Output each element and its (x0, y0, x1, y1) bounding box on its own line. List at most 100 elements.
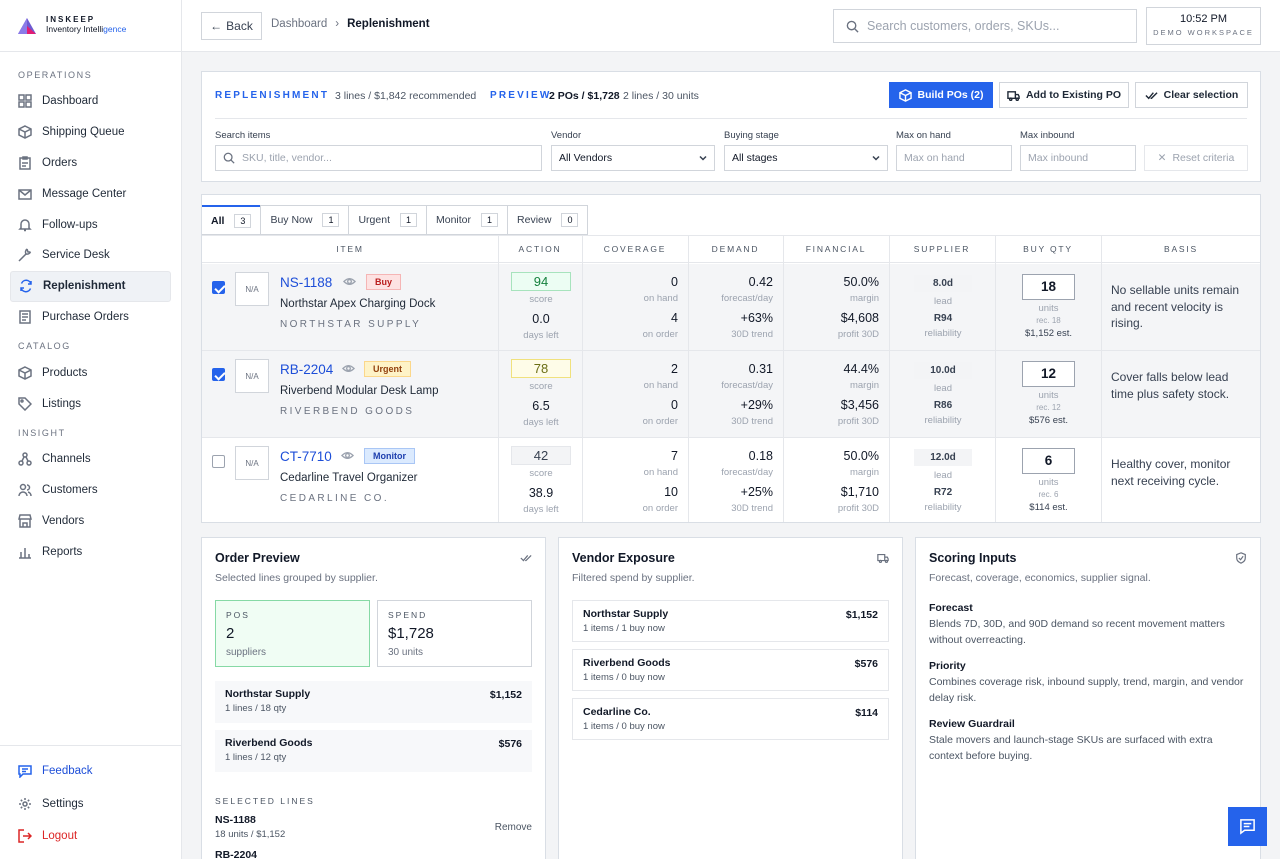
table-row[interactable]: N/A NS-1188 Buy Northstar Apex Charging … (202, 264, 1260, 351)
forecast-label: forecast/day (721, 467, 773, 478)
vendor-exposure-row: Cedarline Co. 1 items / 0 buy now $114 (572, 698, 889, 740)
vendor-meta: 1 items / 0 buy now (583, 672, 665, 683)
sidebar-item-label: Listings (42, 397, 81, 410)
est-cost: $114 est. (1029, 502, 1068, 513)
sidebar-item-channels[interactable]: Channels (10, 444, 171, 475)
back-button[interactable]: ← Back (201, 12, 262, 40)
sidebar-item-customers[interactable]: Customers (10, 475, 171, 506)
eye-icon[interactable] (343, 275, 356, 288)
score-label: score (529, 381, 553, 392)
chat-icon (1240, 819, 1255, 835)
tab-all[interactable]: All 3 (202, 205, 261, 235)
sidebar-item-label: Logout (42, 830, 78, 843)
row-checkbox[interactable] (212, 455, 225, 468)
max-on-hand-field[interactable] (896, 145, 1012, 171)
status-badge: Urgent (364, 361, 411, 377)
search-items-field[interactable] (215, 145, 542, 171)
score-badge: 94 (511, 272, 571, 291)
sidebar-item-dashboard[interactable]: Dashboard (10, 86, 171, 117)
sku-link[interactable]: RB-2204 (280, 362, 334, 377)
sidebar-item-orders[interactable]: Orders (10, 148, 171, 179)
buy-qty-input[interactable]: 12 (1022, 361, 1075, 387)
double-check-icon (1145, 91, 1158, 99)
workspace-clock: 10:52 PM DEMO WORKSPACE (1146, 7, 1261, 45)
on-hand-value: 7 (671, 449, 678, 463)
sidebar-item-message-center[interactable]: Message Center (10, 178, 171, 209)
sku-link[interactable]: CT-7710 (280, 449, 332, 464)
table-row[interactable]: N/A RB-2204 Urgent Riverbend Modular Des… (202, 351, 1260, 438)
max-on-hand-input[interactable] (904, 152, 1011, 164)
search-items-input[interactable] (242, 152, 541, 164)
sidebar-item-purchase-orders[interactable]: Purchase Orders (10, 302, 171, 333)
max-inbound-field[interactable] (1020, 145, 1136, 171)
tab-label: Buy Now (270, 214, 313, 226)
profit-label: profit 30D (837, 416, 879, 427)
clear-selection-button[interactable]: Clear selection (1135, 82, 1248, 108)
tab-monitor[interactable]: Monitor 1 (426, 205, 508, 235)
mail-icon (18, 189, 32, 200)
margin-label: margin (849, 293, 879, 304)
trend-label: 30D trend (731, 416, 773, 427)
column-header-action: ACTION (518, 244, 562, 254)
eye-icon[interactable] (342, 362, 355, 375)
sidebar-item-label: Follow-ups (42, 218, 98, 231)
truck-icon (1007, 90, 1020, 101)
vendor-select[interactable]: All Vendors (551, 145, 715, 171)
build-pos-button[interactable]: Build POs (2) (889, 82, 993, 108)
rec-qty: rec. 6 (1038, 490, 1059, 499)
buying-stage-select[interactable]: All stages (724, 145, 888, 171)
vendor-exposure-row: Riverbend Goods 1 items / 0 buy now $576 (572, 649, 889, 691)
vendor-meta: 1 items / 1 buy now (583, 623, 665, 634)
sidebar-item-feedback[interactable]: Feedback (10, 755, 171, 788)
spend-stat: SPEND $1,728 30 units (377, 600, 532, 667)
row-checkbox[interactable] (212, 368, 225, 381)
vendor-label: Vendor (551, 130, 582, 141)
sidebar-item-settings[interactable]: Settings (10, 788, 171, 821)
margin-value: 50.0% (843, 449, 879, 463)
sidebar-item-follow-ups[interactable]: Follow-ups (10, 209, 171, 240)
column-divider (688, 235, 689, 522)
input-body: Stale movers and launch-stage SKUs are s… (929, 734, 1213, 762)
basis-text: Healthy cover, monitor next receiving cy… (1111, 457, 1231, 488)
tag-icon (18, 396, 32, 411)
max-inbound-input[interactable] (1028, 152, 1135, 164)
sidebar-item-listings[interactable]: Listings (10, 388, 171, 419)
column-header-buy-qty: BUY QTY (1023, 244, 1073, 254)
card-title: Vendor Exposure (572, 551, 675, 565)
sku-link[interactable]: NS-1188 (280, 275, 333, 290)
sidebar-item-shipping-queue[interactable]: Shipping Queue (10, 117, 171, 148)
remove-line-button[interactable]: Remove (494, 822, 532, 833)
score-badge: 42 (511, 446, 571, 465)
max-on-hand-label: Max on hand (896, 130, 951, 141)
tab-buy-now[interactable]: Buy Now 1 (260, 205, 349, 235)
buy-qty-input[interactable]: 18 (1022, 274, 1075, 300)
global-search-input[interactable] (867, 19, 1127, 33)
sidebar-item-logout[interactable]: Logout (10, 820, 171, 853)
sidebar-item-replenishment[interactable]: Replenishment (10, 270, 171, 302)
topbar: ← Back Dashboard › Replenishment 10:52 P… (182, 0, 1280, 52)
row-checkbox[interactable] (212, 281, 225, 294)
tab-review[interactable]: Review 0 (507, 205, 589, 235)
cube-icon (898, 88, 912, 102)
global-search[interactable] (833, 9, 1137, 43)
preview-meta: 2 lines / 30 units (623, 90, 699, 102)
tab-urgent[interactable]: Urgent 1 (348, 205, 426, 235)
reset-criteria-button[interactable]: ✕ Reset criteria (1144, 145, 1248, 171)
arrow-left-icon: ← (210, 19, 223, 33)
tab-count: 1 (399, 213, 417, 227)
eye-icon[interactable] (341, 449, 354, 462)
chat-button[interactable] (1228, 807, 1267, 846)
sidebar-item-vendors[interactable]: Vendors (10, 506, 171, 537)
buy-qty-input[interactable]: 6 (1022, 448, 1075, 474)
sidebar-item-products[interactable]: Products (10, 357, 171, 388)
breadcrumb-parent[interactable]: Dashboard (271, 18, 328, 30)
sidebar-item-service-desk[interactable]: Service Desk (10, 240, 171, 271)
supplier-meta: 1 lines / 12 qty (225, 752, 287, 763)
replenishment-controls: REPLENISHMENT 3 lines / $1,842 recommend… (201, 71, 1261, 182)
filter-tabs: All 3 Buy Now 1 Urgent 1 Monitor 1 Review 0 (202, 205, 589, 235)
sidebar-item-reports[interactable]: Reports (10, 536, 171, 567)
brand-subtitle: Inventory Intelligence (46, 24, 127, 35)
add-to-existing-po-button[interactable]: Add to Existing PO (999, 82, 1129, 108)
brand[interactable]: INSKEEP Inventory Intelligence (0, 0, 181, 52)
table-row[interactable]: N/A CT-7710 Monitor Cedarline Travel Org… (202, 438, 1260, 525)
